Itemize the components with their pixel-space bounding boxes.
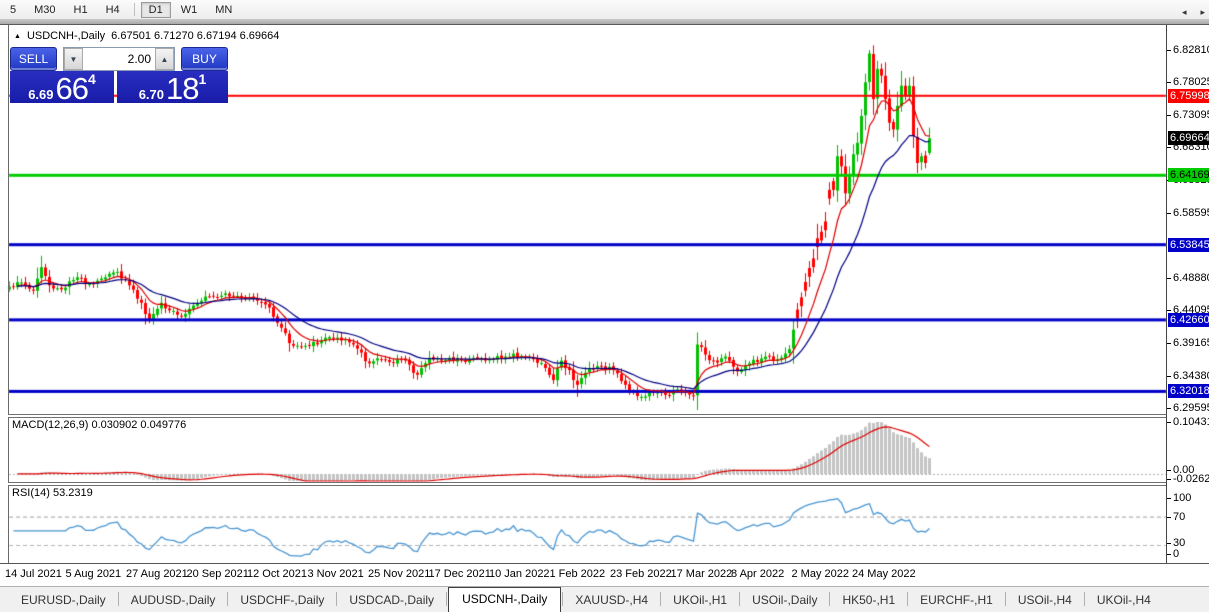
- chart-tab-hk50-h1[interactable]: HK50-,H1: [842, 593, 896, 607]
- tab-separator: [446, 592, 448, 606]
- tab-separator: [336, 592, 338, 606]
- chart-canvas[interactable]: [0, 25, 1209, 564]
- tab-separator: [117, 592, 119, 606]
- volume-decrease-button[interactable]: ▼: [64, 48, 83, 70]
- chart-tab-usdcad-daily[interactable]: USDCAD-,Daily: [349, 593, 435, 607]
- timeframe-button-h4[interactable]: H4: [105, 3, 120, 16]
- date-axis-label: 17 Mar 2022: [670, 568, 733, 580]
- timeframe-button-mn[interactable]: MN: [215, 3, 233, 16]
- tab-separator: [1004, 592, 1006, 606]
- volume-input[interactable]: [83, 48, 155, 70]
- chart-ohlc-values: 6.67501 6.71270 6.67194 6.69664: [111, 30, 280, 42]
- date-axis-label: 8 Apr 2022: [731, 568, 785, 580]
- chart-tab-ukoil-h4[interactable]: UKOil-,H4: [1096, 593, 1151, 607]
- timeframe-button-w1[interactable]: W1: [180, 3, 198, 16]
- toolbar-edge: [0, 19, 1209, 24]
- timeframe-button-5[interactable]: 5: [10, 3, 17, 16]
- volume-increase-button[interactable]: ▲: [155, 48, 174, 70]
- date-axis-label: 1 Feb 2022: [549, 568, 606, 580]
- tab-separator: [907, 592, 909, 606]
- buy-price-prefix: 6.70: [138, 87, 165, 102]
- date-axis-label: 2 May 2022: [791, 568, 849, 580]
- sell-price-prefix: 6.69: [28, 87, 54, 102]
- tab-separator: [562, 592, 564, 606]
- date-axis-label: 12 Oct 2021: [247, 568, 307, 580]
- timeframe-toolbar: 5 M30 H1 H4 D1 W1 MN: [0, 0, 1209, 19]
- chart-window: ▲ USDCNH-,Daily 6.67501 6.71270 6.67194 …: [0, 24, 1209, 564]
- date-axis-label: 27 Aug 2021: [126, 568, 188, 580]
- buy-price-pip: 1: [198, 71, 207, 87]
- macd-indicator-label: MACD(12,26,9) 0.030902 0.049776: [12, 419, 187, 431]
- tab-separator: [660, 592, 662, 606]
- date-axis-label: 17 Dec 2021: [428, 568, 491, 580]
- chart-tab-usoil-daily[interactable]: USOil-,Daily: [752, 593, 818, 607]
- tab-scroll-right-icon[interactable]: ▸: [1200, 7, 1205, 17]
- date-axis-label: 10 Jan 2022: [489, 568, 550, 580]
- price-axis[interactable]: 6.828106.780256.730956.683106.635256.585…: [1166, 25, 1209, 564]
- rsi-indicator-label: RSI(14) 53.2319: [12, 487, 93, 499]
- sell-button[interactable]: SELL: [10, 47, 57, 71]
- chart-title: ▲ USDCNH-,Daily 6.67501 6.71270 6.67194 …: [14, 30, 279, 42]
- sell-price-pip: 4: [88, 71, 96, 87]
- chart-tab-eurusd-daily[interactable]: EURUSD-,Daily: [21, 593, 106, 607]
- chart-tab-audusd-daily[interactable]: AUDUSD-,Daily: [130, 593, 216, 607]
- date-axis-label: 23 Feb 2022: [610, 568, 672, 580]
- tab-separator: [1083, 592, 1085, 606]
- chart-window-border: [8, 25, 9, 564]
- timeframe-button-m30[interactable]: M30: [34, 3, 56, 16]
- buy-price-display[interactable]: 6.70 18 1: [117, 71, 228, 106]
- price-level-badge: 6.53845: [1168, 237, 1209, 252]
- chart-tab-usoil-h4[interactable]: USOil-,H4: [1017, 593, 1072, 607]
- chart-tab-ukoil-h1[interactable]: UKOil-,H1: [673, 593, 728, 607]
- volume-stepper: ▼ ▲: [63, 47, 175, 71]
- date-axis-label: 3 Nov 2021: [307, 568, 364, 580]
- date-axis-label: 14 Jul 2021: [5, 568, 62, 580]
- buy-price-big: 18: [166, 71, 199, 106]
- date-axis-label: 24 May 2022: [852, 568, 916, 580]
- price-level-badge: 6.75998: [1168, 88, 1209, 103]
- price-level-badge: 6.42660: [1168, 312, 1209, 327]
- date-axis-label: 25 Nov 2021: [368, 568, 431, 580]
- date-axis-label: 20 Sep 2021: [186, 568, 249, 580]
- chart-tab-usdchf-daily[interactable]: USDCHF-,Daily: [240, 593, 325, 607]
- pane-separator-rsi[interactable]: [8, 482, 1209, 486]
- one-click-trading-panel: SELL ▼ ▲ BUY 6.69 66 4 6.70 18 1: [10, 47, 228, 106]
- timeframe-button-h1[interactable]: H1: [73, 3, 88, 16]
- tab-separator: [227, 592, 229, 606]
- chart-tab-bar: EURUSD-,Daily AUDUSD-,Daily USDCHF-,Daily U…: [0, 586, 1209, 612]
- tab-separator: [739, 592, 741, 606]
- timeframe-button-d1[interactable]: D1: [140, 1, 171, 18]
- chart-tab-xauusd-h4[interactable]: XAUUSD-,H4: [575, 593, 649, 607]
- buy-button[interactable]: BUY: [181, 47, 228, 71]
- tab-scroll-arrows: ◂ ▸: [1182, 7, 1205, 18]
- date-axis-label: 5 Aug 2021: [65, 568, 122, 580]
- tab-separator: [829, 592, 831, 606]
- sell-price-display[interactable]: 6.69 66 4: [10, 71, 114, 106]
- sell-price-big: 66: [55, 71, 89, 106]
- tab-scroll-left-icon[interactable]: ◂: [1181, 7, 1187, 17]
- time-axis[interactable]: 14 Jul 2021 5 Aug 2021 27 Aug 2021 20 Sep 2…: [0, 563, 1209, 586]
- price-level-badge: 6.32018: [1168, 384, 1209, 399]
- chart-tab-usdcnh-daily[interactable]: USDCNH-,Daily: [448, 587, 562, 612]
- toolbar-separator: [133, 3, 135, 16]
- price-level-badge: 6.64169: [1168, 168, 1209, 183]
- collapse-arrow-icon[interactable]: ▲: [14, 32, 21, 40]
- chart-tab-eurchf-h1[interactable]: EURCHF-,H1: [920, 593, 993, 607]
- pane-separator-macd[interactable]: [8, 414, 1209, 418]
- chart-symbol-label: USDCNH-,Daily: [26, 30, 106, 42]
- current-price-badge: 6.69664: [1168, 131, 1209, 146]
